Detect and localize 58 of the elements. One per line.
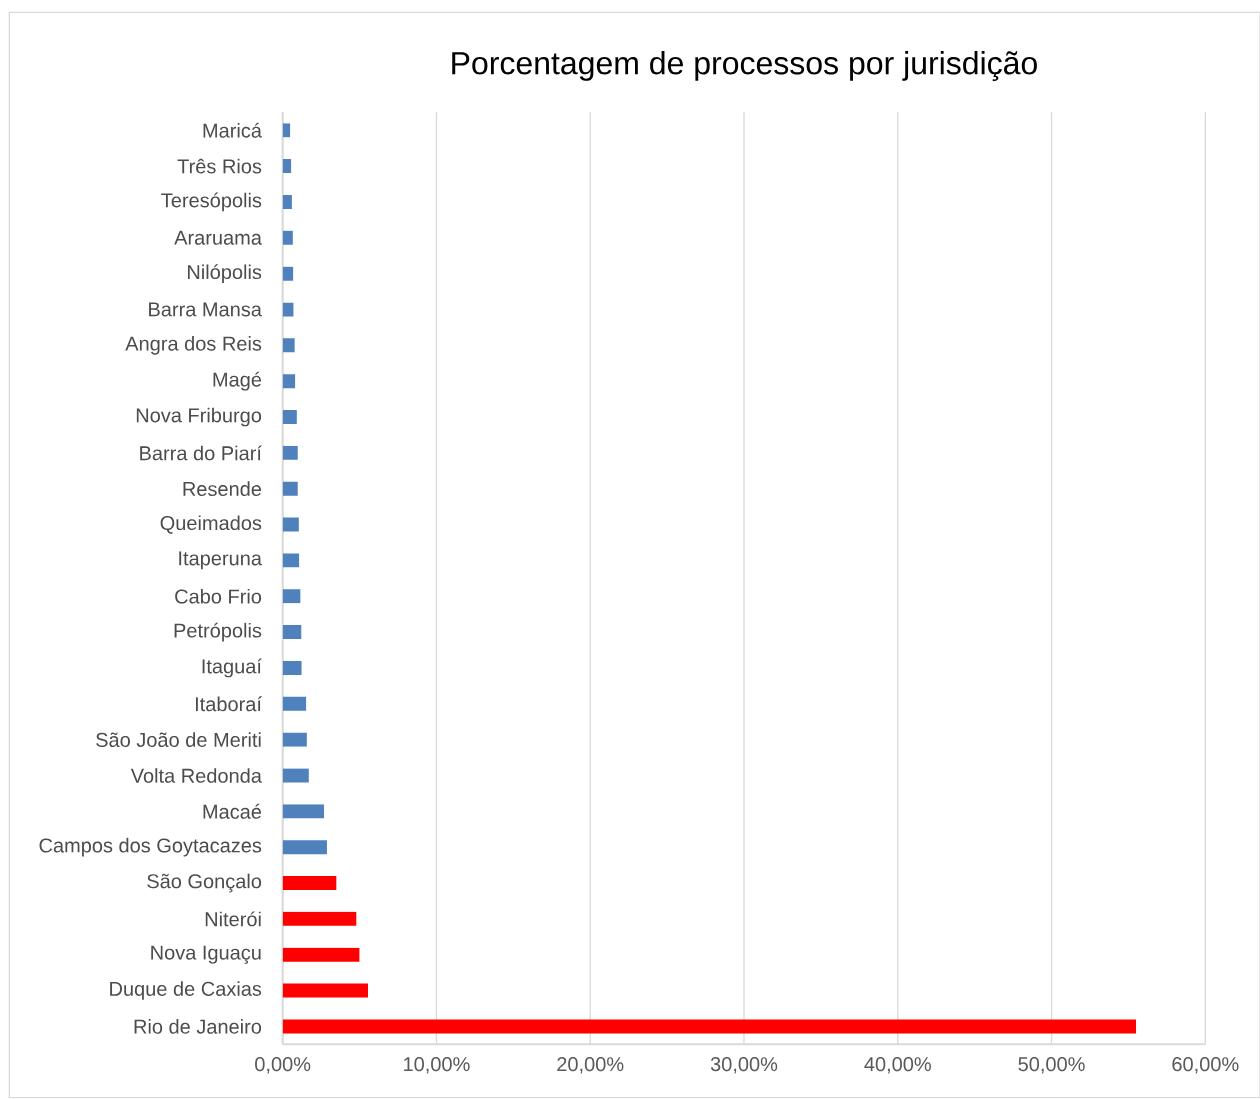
bar bbox=[282, 696, 307, 711]
chart-title: Porcentagem de processos por jurisdição bbox=[452, 50, 1037, 81]
y-tick-label: Niterói bbox=[205, 911, 261, 927]
y-tick-label: Itaboraí bbox=[195, 696, 262, 712]
y-tick-label: Nilópolis bbox=[188, 264, 262, 284]
y-tick-label: Barra do Piarí bbox=[140, 445, 262, 461]
y-tick-label: Itaperuna bbox=[179, 551, 262, 570]
y-tick-label: Campos dos Goytacazes bbox=[39, 837, 262, 857]
y-tick-label: Nova Friburgo bbox=[136, 407, 262, 427]
y-tick-label: Rio de Janeiro bbox=[134, 1019, 262, 1034]
y-tick-label: Resende bbox=[183, 481, 262, 497]
bar bbox=[282, 983, 369, 998]
bar bbox=[282, 768, 309, 783]
bar bbox=[282, 410, 297, 425]
bar bbox=[282, 445, 298, 460]
x-tick-label: 20,00% bbox=[557, 1057, 624, 1074]
y-tick-label: São Gonçalo bbox=[147, 873, 262, 893]
y-tick-label: Barra Mansa bbox=[149, 302, 262, 317]
y-tick-label: São João de Meriti bbox=[96, 732, 261, 747]
x-tick-label: 30,00% bbox=[710, 1057, 778, 1074]
y-tick-label: Cabo Frio bbox=[175, 588, 262, 604]
bar bbox=[282, 804, 325, 819]
x-tick-label: 40,00% bbox=[864, 1057, 931, 1074]
y-tick-label: Magé bbox=[213, 371, 262, 391]
x-tick-label: 0,00% bbox=[255, 1057, 311, 1074]
y-tick-label: Araruama bbox=[174, 230, 262, 245]
y-tick-label: Duque de Caxias bbox=[110, 981, 262, 1000]
bar bbox=[282, 194, 292, 209]
y-tick-label: Queimados bbox=[160, 515, 262, 534]
x-tick-label: 60,00% bbox=[1172, 1057, 1239, 1074]
bar bbox=[282, 732, 307, 747]
bar bbox=[282, 625, 302, 640]
y-tick-label: Itaguaí bbox=[202, 658, 262, 678]
bar bbox=[282, 840, 327, 855]
bar bbox=[282, 517, 299, 532]
y-tick-label: Angra dos Reis bbox=[125, 336, 262, 355]
bar bbox=[282, 660, 302, 675]
y-tick-label: Volta Redonda bbox=[130, 768, 262, 783]
y-tick-label: Maricá bbox=[203, 122, 262, 138]
bar bbox=[282, 374, 296, 389]
bar bbox=[282, 159, 292, 174]
bar bbox=[282, 1019, 1137, 1034]
bar bbox=[282, 553, 300, 568]
y-tick-label: Macaé bbox=[203, 803, 262, 819]
y-tick-label: Três Rios bbox=[177, 158, 262, 174]
y-tick-label: Teresópolis bbox=[161, 192, 262, 212]
y-tick-label: Petrópolis bbox=[174, 622, 262, 642]
bar bbox=[282, 589, 301, 604]
bar bbox=[282, 911, 357, 926]
x-tick-label: 10,00% bbox=[404, 1057, 470, 1074]
bar bbox=[282, 230, 293, 245]
bar bbox=[282, 266, 294, 281]
y-tick-label: Nova Iguaçu bbox=[151, 945, 261, 964]
x-tick-label: 50,00% bbox=[1018, 1057, 1085, 1074]
bar bbox=[282, 947, 360, 962]
bar bbox=[282, 481, 298, 496]
bar bbox=[282, 876, 337, 891]
bar bbox=[282, 338, 295, 353]
